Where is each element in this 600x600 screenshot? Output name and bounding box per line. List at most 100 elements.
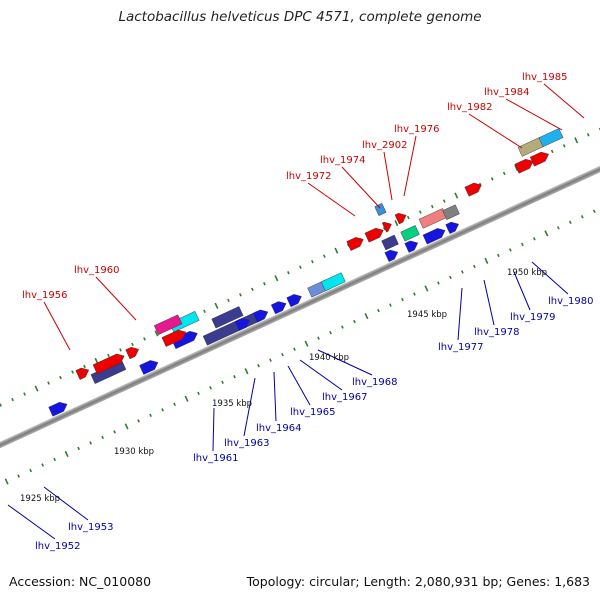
gene-arrow[interactable]: [320, 272, 346, 292]
scale-tick: [532, 237, 536, 241]
gene-label-reverse[interactable]: lhv_1979: [510, 312, 555, 323]
scale-tick: [562, 144, 566, 148]
gene-label-forward[interactable]: lhv_1960: [74, 265, 119, 276]
topology-label: Topology: circular; Length: 2,080,931 bp…: [246, 574, 590, 589]
gene-arrow[interactable]: [364, 226, 386, 243]
gene-arrow[interactable]: [48, 400, 70, 417]
scale-tick: [17, 474, 21, 478]
scale-tick: [221, 380, 224, 384]
scale-tick: [580, 215, 584, 219]
gene-arrow[interactable]: [422, 226, 447, 245]
gene-arrow[interactable]: [381, 220, 393, 233]
scale-tick: [592, 209, 596, 213]
scale-tick: [233, 375, 236, 379]
gene-arrow[interactable]: [161, 327, 188, 347]
gene-label-reverse[interactable]: lhv_1963: [224, 438, 269, 449]
scale-tick: [149, 413, 152, 418]
gene-label-reverse[interactable]: lhv_1978: [474, 327, 519, 338]
gene-arrow[interactable]: [374, 203, 387, 216]
gene-label-forward[interactable]: lhv_1984: [484, 87, 529, 98]
gene-arrow[interactable]: [153, 314, 183, 335]
gene-arrow[interactable]: [252, 307, 270, 323]
gene-arrow[interactable]: [514, 157, 536, 174]
accession-label: Accession: NC_010080: [9, 574, 152, 589]
gene-arrow[interactable]: [139, 358, 161, 375]
gene-label-reverse[interactable]: lhv_1980: [548, 296, 593, 307]
gene-arrow[interactable]: [538, 128, 564, 148]
gene-arrow[interactable]: [270, 299, 288, 315]
leader-line: [468, 113, 523, 149]
gene-label-reverse[interactable]: lhv_1961: [193, 453, 238, 464]
gene-arrow[interactable]: [286, 292, 304, 308]
scale-tick: [413, 292, 416, 296]
scale-tick: [263, 282, 266, 286]
scale-tick: [161, 408, 164, 412]
leader-line: [307, 182, 356, 217]
scale-tick: [257, 364, 260, 368]
scale-tick: [317, 336, 320, 340]
leader-line: [513, 271, 531, 311]
kbp-label: 1930 kbp: [114, 447, 154, 457]
gene-arrow[interactable]: [75, 365, 91, 380]
gene-arrow[interactable]: [418, 208, 448, 229]
gene-label-forward[interactable]: lhv_1972: [286, 171, 331, 182]
gene-label-reverse[interactable]: lhv_1952: [35, 541, 80, 552]
scale-tick: [574, 137, 579, 144]
scale-tick: [124, 423, 129, 430]
scale-tick: [341, 325, 344, 329]
scale-tick: [184, 395, 189, 402]
gene-label-forward[interactable]: lhv_1976: [394, 124, 439, 135]
gene-arrow[interactable]: [234, 316, 252, 331]
scale-tick: [274, 275, 279, 282]
gene-arrow[interactable]: [125, 345, 141, 360]
scale-tick: [406, 215, 410, 220]
gene-label-reverse[interactable]: lhv_1964: [256, 423, 301, 434]
gene-arrow[interactable]: [211, 306, 244, 329]
gene-arrow[interactable]: [400, 225, 420, 242]
gene-label-forward[interactable]: lhv_1974: [320, 155, 365, 166]
scale-tick: [227, 298, 230, 303]
scale-tick: [299, 265, 302, 269]
leader-line: [212, 407, 215, 452]
gene-label-forward[interactable]: lhv_1956: [22, 290, 67, 301]
gene-arrow[interactable]: [404, 238, 420, 253]
gene-label-reverse[interactable]: lhv_1967: [322, 392, 367, 403]
gene-arrow[interactable]: [529, 150, 551, 167]
scale-tick: [53, 457, 57, 462]
gene-arrow[interactable]: [464, 181, 484, 197]
scale-tick: [521, 242, 524, 247]
scale-tick: [29, 468, 33, 473]
leader-line: [273, 371, 277, 422]
scale-tick: [304, 340, 309, 347]
gene-label-reverse[interactable]: lhv_1953: [68, 522, 113, 533]
scale-tick: [437, 281, 440, 285]
gene-arrow[interactable]: [171, 329, 200, 349]
scale-tick: [364, 313, 369, 320]
gene-label-forward[interactable]: lhv_2902: [362, 140, 407, 151]
gene-arrow[interactable]: [169, 311, 200, 333]
kbp-label: 1935 kbp: [212, 399, 252, 409]
gene-arrow[interactable]: [92, 351, 126, 375]
leader-line: [457, 287, 463, 341]
gene-label-reverse[interactable]: lhv_1977: [438, 342, 483, 353]
gene-label-forward[interactable]: lhv_1982: [447, 102, 492, 113]
gene-label-reverse[interactable]: lhv_1965: [290, 407, 335, 418]
gene-arrow[interactable]: [445, 220, 461, 234]
gene-label-forward[interactable]: lhv_1985: [522, 72, 567, 83]
scale-tick: [131, 342, 134, 347]
scale-tick: [568, 220, 572, 225]
scale-tick: [34, 385, 39, 392]
gene-arrow[interactable]: [384, 248, 400, 262]
gene-arrow[interactable]: [442, 204, 460, 220]
scale-tick: [59, 375, 62, 380]
scale-tick: [113, 430, 116, 434]
scale-tick: [401, 297, 404, 302]
scale-tick: [0, 403, 2, 407]
scale-tick: [461, 270, 464, 274]
gene-arrow[interactable]: [394, 211, 408, 225]
gene-arrow[interactable]: [346, 235, 366, 251]
scale-tick: [293, 347, 296, 351]
gene-label-reverse[interactable]: lhv_1968: [352, 377, 397, 388]
gene-arrow[interactable]: [381, 234, 399, 251]
